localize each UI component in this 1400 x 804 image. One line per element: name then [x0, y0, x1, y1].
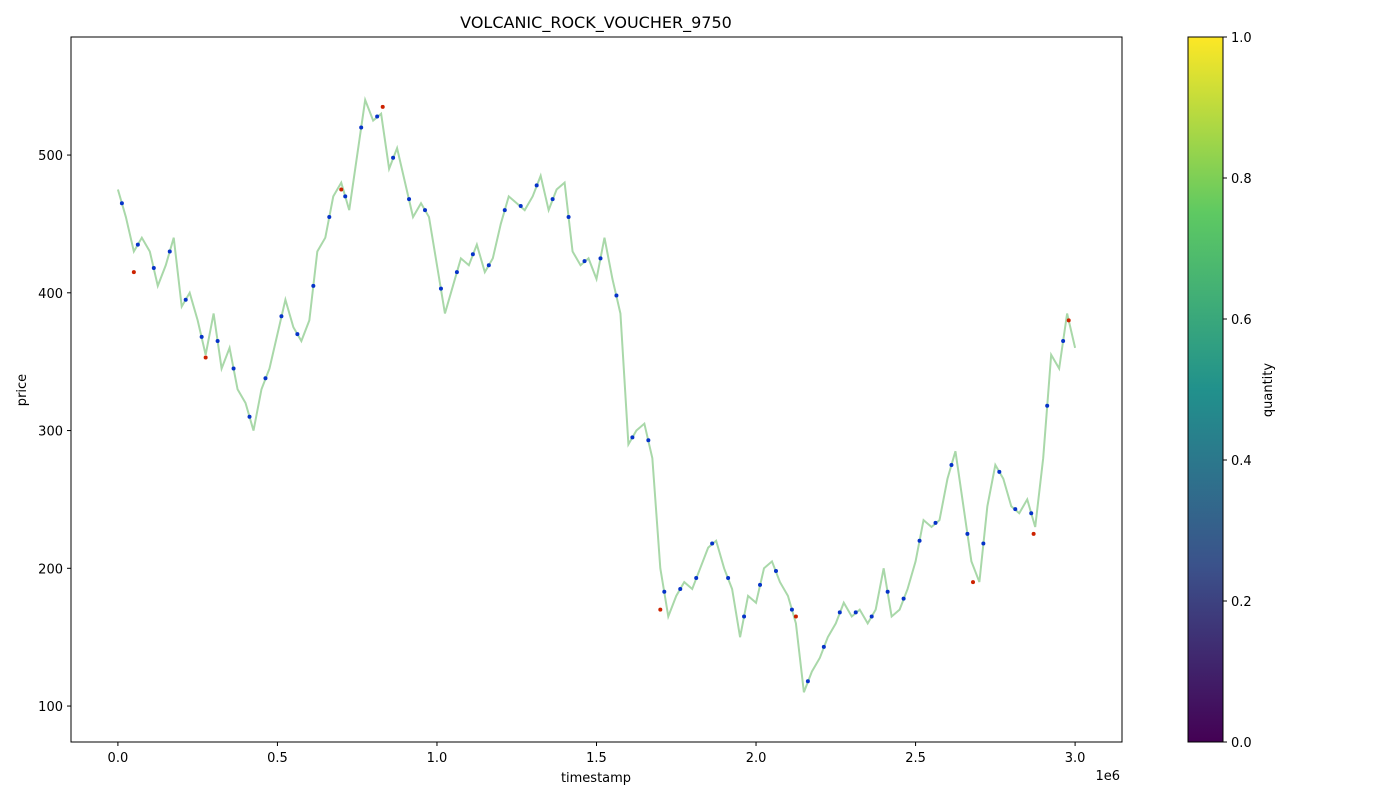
- trade-point: [1029, 511, 1034, 516]
- x-tick-label: 0.0: [108, 751, 129, 766]
- trade-point: [658, 607, 663, 612]
- x-tick-label: 1.5: [586, 751, 607, 766]
- trade-point: [263, 376, 268, 381]
- plot-frame: [70, 36, 1123, 743]
- trade-point: [380, 104, 385, 109]
- x-tick-label: 2.5: [905, 751, 926, 766]
- trade-point: [534, 183, 539, 188]
- trade-point: [518, 204, 523, 209]
- trade-point: [949, 462, 954, 467]
- trade-point: [805, 679, 810, 684]
- trade-point: [566, 215, 571, 220]
- trade-point: [502, 208, 507, 213]
- trade-point: [793, 614, 798, 619]
- colorbar-tick-label: 0.4: [1231, 454, 1252, 469]
- trade-point: [933, 520, 938, 525]
- trade-point: [454, 270, 459, 275]
- trade-point: [970, 580, 975, 585]
- trade-point: [231, 366, 236, 371]
- x-axis-label: timestamp: [561, 771, 631, 786]
- trade-point: [630, 435, 635, 440]
- trade-point: [614, 293, 619, 298]
- y-tick-label: 400: [38, 287, 63, 302]
- y-axis-label: price: [15, 374, 30, 406]
- trade-point: [295, 332, 300, 337]
- price-line: [116, 96, 1077, 693]
- trade-point: [215, 339, 220, 344]
- trade-point: [119, 201, 124, 206]
- y-tick-label: 200: [38, 562, 63, 577]
- trade-point: [662, 589, 667, 594]
- trade-point: [311, 283, 316, 288]
- y-tick-label: 500: [38, 149, 63, 164]
- y-tick-label: 100: [38, 700, 63, 715]
- trade-point: [167, 249, 172, 254]
- trade-point: [203, 355, 208, 360]
- trade-point: [470, 252, 475, 257]
- trade-point: [997, 469, 1002, 474]
- trade-point: [837, 610, 842, 615]
- trade-point: [1061, 339, 1066, 344]
- x-tick-label: 3.0: [1065, 751, 1086, 766]
- trade-point: [726, 575, 731, 580]
- x-tick-label: 1.0: [427, 751, 448, 766]
- trade-point: [869, 614, 874, 619]
- trade-point: [773, 569, 778, 574]
- x-tick-label: 0.5: [267, 751, 288, 766]
- trade-point: [423, 208, 428, 213]
- trade-point: [1013, 507, 1018, 512]
- trade-point: [438, 286, 443, 291]
- trade-point: [598, 256, 603, 261]
- trade-point: [339, 187, 344, 192]
- trade-point: [151, 266, 156, 271]
- colorbar-tick-label: 0.2: [1231, 595, 1252, 610]
- trade-point: [821, 644, 826, 649]
- trade-point: [407, 197, 412, 202]
- chart-title: VOLCANIC_ROCK_VOUCHER_9750: [460, 13, 732, 33]
- trade-point: [375, 114, 380, 119]
- trade-point: [183, 297, 188, 302]
- trade-point: [981, 541, 986, 546]
- x-tick-label: 2.0: [746, 751, 767, 766]
- trade-point: [789, 607, 794, 612]
- colorbar-tick-label: 0.0: [1231, 736, 1252, 751]
- trade-point: [1066, 318, 1071, 323]
- trade-point: [343, 194, 348, 199]
- colorbar-label: quantity: [1261, 363, 1276, 418]
- trade-point: [917, 538, 922, 543]
- colorbar: [1187, 36, 1224, 743]
- trade-point: [885, 589, 890, 594]
- trade-point: [391, 155, 396, 160]
- trade-point: [199, 334, 204, 339]
- trade-point: [247, 414, 252, 419]
- trade-point: [853, 610, 858, 615]
- trade-point: [279, 314, 284, 319]
- trade-point: [582, 259, 587, 264]
- x-offset-label: 1e6: [1095, 769, 1120, 784]
- trade-point: [742, 614, 747, 619]
- colorbar-tick-label: 0.8: [1231, 172, 1252, 187]
- trade-point: [901, 596, 906, 601]
- y-tick-label: 300: [38, 425, 63, 440]
- trade-point: [965, 531, 970, 536]
- trade-point: [135, 242, 140, 247]
- trade-point: [694, 575, 699, 580]
- trade-point: [678, 586, 683, 591]
- trade-point: [1031, 531, 1036, 536]
- trade-point: [646, 438, 651, 443]
- trade-point: [327, 215, 332, 220]
- colorbar-tick-label: 0.6: [1231, 313, 1252, 328]
- trade-point: [758, 582, 763, 587]
- trade-point: [359, 125, 364, 130]
- trade-point: [131, 270, 136, 275]
- trade-point: [550, 197, 555, 202]
- colorbar-tick-label: 1.0: [1231, 31, 1252, 46]
- trade-point: [1045, 403, 1050, 408]
- trade-point: [486, 263, 491, 268]
- trade-point: [710, 541, 715, 546]
